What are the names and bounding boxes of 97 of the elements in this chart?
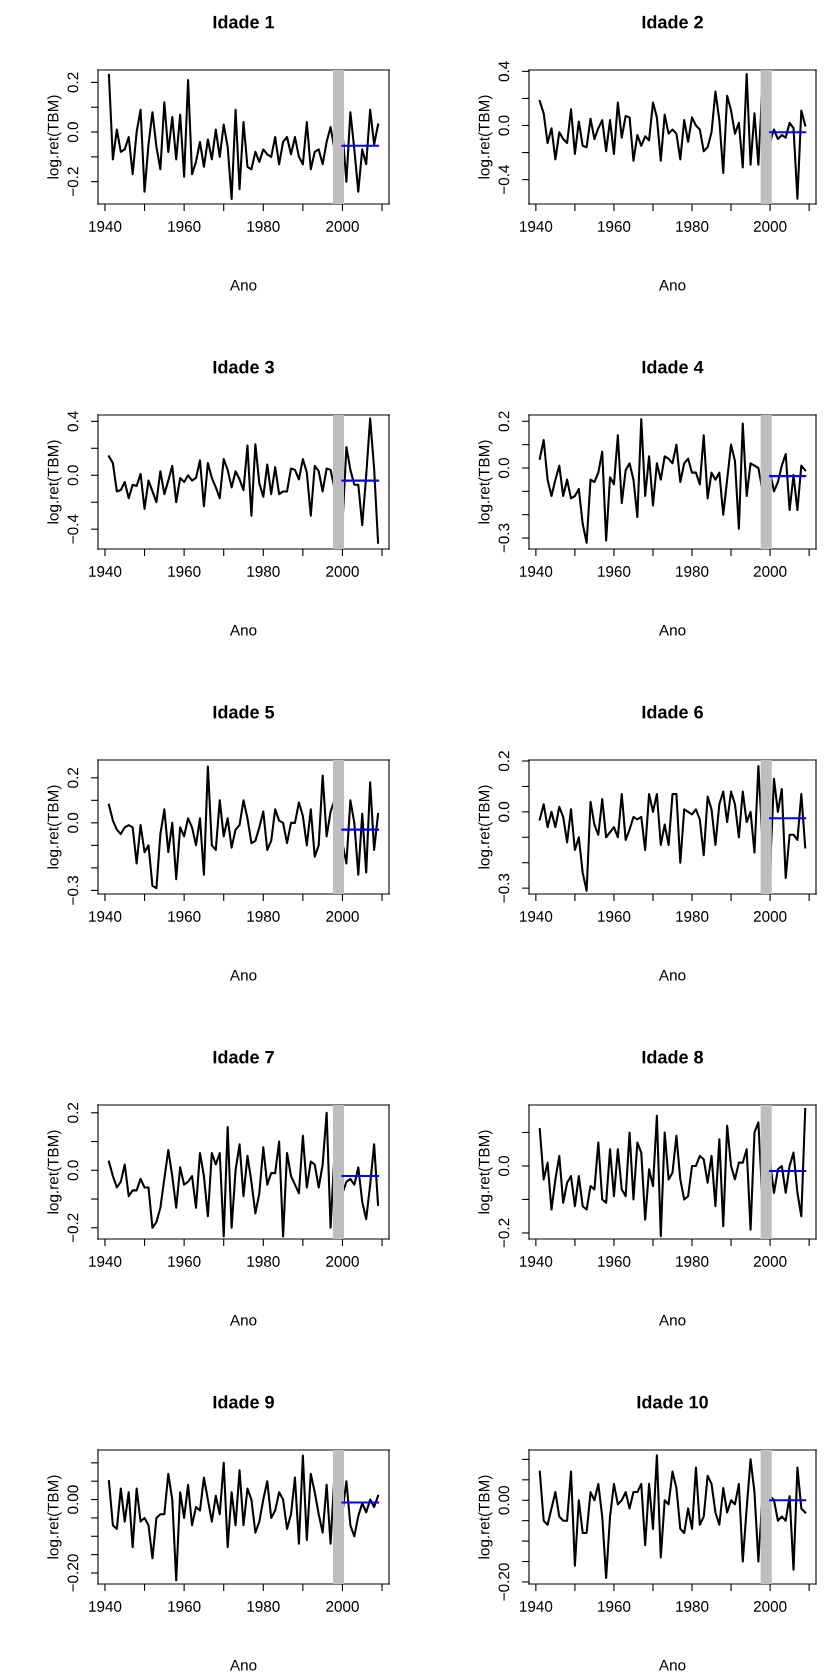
y-axis-title: log.ret(TBM)	[47, 785, 62, 869]
y-tick-label: 0.0	[67, 465, 79, 486]
y-axis-title: log.ret(TBM)	[478, 440, 493, 524]
x-tick-label: 2000	[753, 1256, 787, 1267]
y-tick-label: 0.2	[67, 1102, 79, 1123]
x-tick-label: 1940	[89, 1601, 122, 1612]
x-tick-label: 1960	[168, 1601, 201, 1612]
x-tick-label: 1960	[168, 566, 201, 577]
x-tick-label: 2000	[326, 911, 359, 922]
y-tick-label: −0.4	[498, 165, 510, 194]
y-tick-label: 0.00	[67, 1485, 79, 1514]
x-tick-label: 1960	[168, 1256, 201, 1267]
y-tick-label: −0.2	[498, 1218, 510, 1248]
x-tick-label: 2000	[753, 566, 787, 577]
x-axis-title: Ano	[229, 969, 257, 981]
y-tick-label: 0.2	[67, 767, 79, 788]
y-axis-title: log.ret(TBM)	[47, 1475, 62, 1559]
y-tick-label: 0.0	[498, 801, 510, 822]
y-tick-label: 0.00	[498, 1485, 510, 1515]
y-tick-label: 0.0	[67, 1160, 79, 1181]
y-tick-label: −0.3	[498, 523, 510, 553]
x-tick-label: 1940	[89, 566, 122, 577]
chart-title: Idade 2	[642, 15, 703, 29]
y-tick-label: 0.2	[498, 751, 510, 772]
x-tick-label: 1960	[168, 221, 201, 232]
y-axis-title: log.ret(TBM)	[478, 1130, 493, 1214]
y-tick-label: 0.4	[498, 61, 510, 82]
x-axis-title: Ano	[658, 1314, 686, 1326]
y-tick-label: −0.4	[67, 514, 79, 544]
y-axis-title: log.ret(TBM)	[478, 785, 493, 869]
x-tick-label: 1960	[598, 566, 631, 577]
y-tick-label: 0.4	[67, 411, 79, 432]
x-axis-title: Ano	[658, 279, 686, 291]
x-tick-label: 1980	[676, 911, 709, 922]
x-tick-label: 2000	[326, 566, 359, 577]
y-axis-title: log.ret(TBM)	[47, 440, 62, 524]
x-axis-title: Ano	[229, 1314, 257, 1326]
chart-title: Idade 7	[213, 1050, 274, 1064]
x-axis-title: Ano	[229, 1659, 257, 1671]
y-tick-label: 0.0	[498, 1155, 510, 1176]
y-tick-label: −0.20	[67, 1554, 79, 1592]
x-tick-label: 1960	[598, 1256, 631, 1267]
y-tick-label: −0.20	[498, 1563, 510, 1601]
y-tick-label: 0.0	[498, 115, 510, 136]
y-tick-label: 0.0	[67, 812, 79, 833]
y-tick-label: 0.0	[498, 457, 510, 479]
x-tick-label: 1940	[520, 1256, 553, 1267]
y-tick-label: −0.3	[67, 875, 79, 905]
chart-title: Idade 1	[213, 15, 275, 29]
x-tick-label: 1980	[676, 221, 709, 232]
y-tick-label: 0.2	[67, 72, 79, 93]
x-axis-title: Ano	[658, 1659, 686, 1671]
x-tick-label: 1940	[520, 1601, 553, 1612]
x-tick-label: 1960	[598, 1601, 631, 1612]
x-tick-label: 1980	[247, 911, 280, 922]
x-tick-label: 1940	[89, 911, 122, 922]
x-tick-label: 1940	[89, 1256, 122, 1267]
x-tick-label: 2000	[326, 221, 359, 232]
y-tick-label: −0.2	[67, 167, 79, 196]
chart-title: Idade 10	[637, 1395, 708, 1409]
x-axis-title: Ano	[229, 624, 257, 636]
chart-title: Idade 8	[642, 1050, 704, 1064]
x-tick-label: 1960	[598, 221, 631, 232]
x-tick-label: 1980	[676, 566, 709, 577]
y-axis-title: log.ret(TBM)	[47, 95, 62, 179]
chart-title: Idade 3	[213, 360, 274, 374]
x-tick-label: 2000	[753, 1601, 787, 1612]
y-tick-label: 0.2	[498, 411, 510, 432]
x-tick-label: 2000	[753, 221, 787, 232]
x-tick-label: 2000	[753, 911, 787, 922]
x-tick-label: 2000	[326, 1256, 359, 1267]
y-axis-title: log.ret(TBM)	[47, 1130, 62, 1214]
x-tick-label: 1960	[168, 911, 201, 922]
x-tick-label: 2000	[326, 1601, 359, 1612]
chart-title: Idade 6	[642, 705, 703, 719]
x-tick-label: 1940	[89, 221, 122, 232]
x-tick-label: 1980	[676, 1256, 709, 1267]
chart-title: Idade 4	[642, 360, 704, 374]
y-axis-title: log.ret(TBM)	[478, 1475, 493, 1559]
x-tick-label: 1940	[520, 566, 553, 577]
x-tick-label: 1980	[247, 221, 280, 232]
y-tick-label: −0.3	[498, 873, 510, 903]
x-tick-label: 1940	[520, 221, 553, 232]
chart-title: Idade 9	[213, 1395, 274, 1409]
x-tick-label: 1940	[520, 911, 553, 922]
x-tick-label: 1980	[676, 1601, 709, 1612]
x-axis-title: Ano	[658, 624, 686, 636]
y-tick-label: −0.2	[67, 1213, 79, 1243]
x-axis-title: Ano	[229, 279, 257, 291]
y-tick-label: 0.0	[67, 122, 79, 143]
x-tick-label: 1960	[598, 911, 631, 922]
x-tick-label: 1980	[247, 1601, 280, 1612]
x-axis-title: Ano	[658, 969, 686, 981]
y-axis-title: log.ret(TBM)	[478, 95, 493, 179]
x-tick-label: 1980	[247, 1256, 280, 1267]
chart-title: Idade 5	[213, 705, 275, 719]
x-tick-label: 1980	[247, 566, 280, 577]
